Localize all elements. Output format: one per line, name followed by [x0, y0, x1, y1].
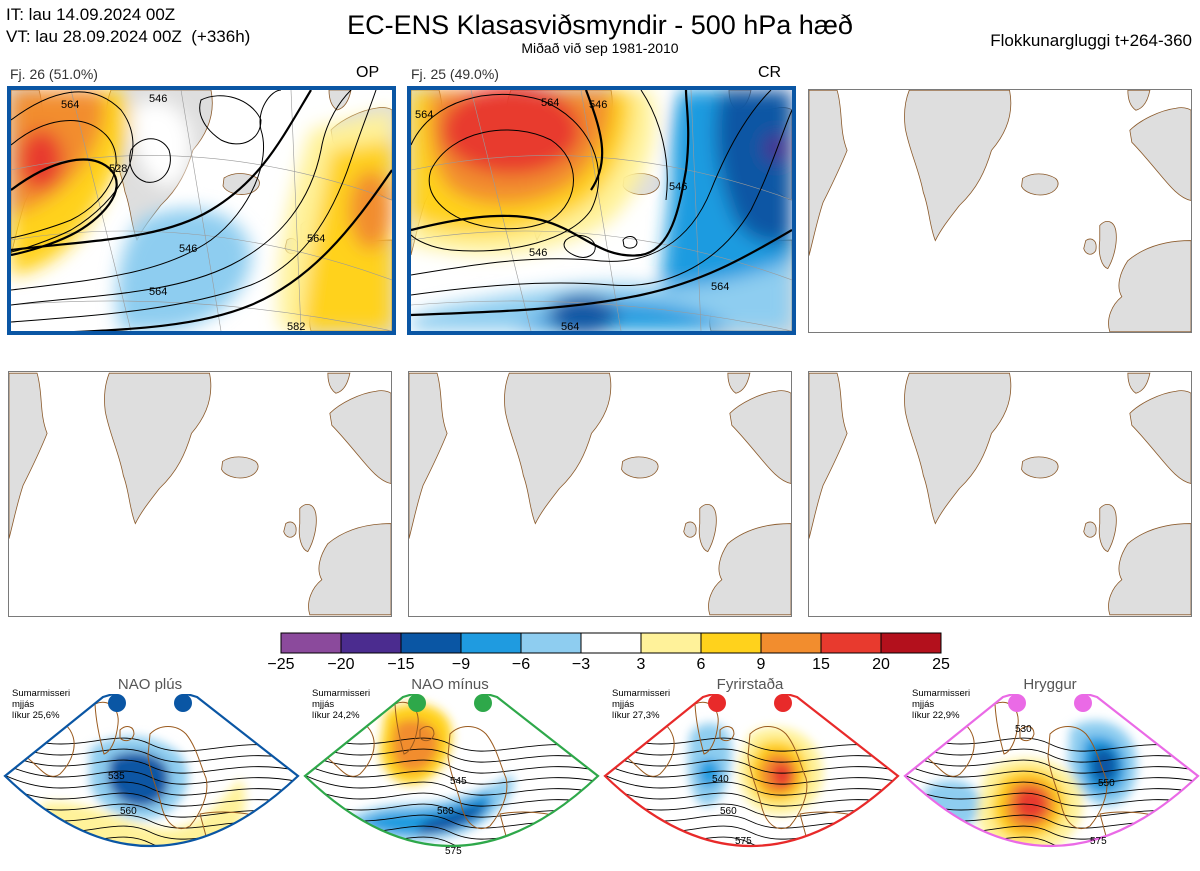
colorbar-tick-label: −3 [571, 656, 591, 673]
colorbar-bin [820, 632, 882, 654]
colorbar-tick-label: 25 [932, 656, 950, 673]
regime-probability-note: Sumarmisseri mjjás líkur 22,9% [912, 688, 971, 721]
regime-marker-dot [774, 694, 792, 712]
colorbar-bin [640, 632, 702, 654]
p1-contour-label: 564 [307, 233, 325, 245]
empty-map [9, 372, 391, 616]
colorbar-tick-label: −20 [327, 656, 355, 673]
classification-window: Flokkunargluggi t+264-360 [990, 31, 1192, 50]
colorbar-bin [340, 632, 402, 654]
regime-probability-note: Sumarmisseri mjjás líkur 27,3% [612, 688, 671, 721]
colorbar-tick-label: −9 [451, 656, 471, 673]
regime-contour-label: 575 [735, 836, 752, 847]
regime-marker-dot [108, 694, 126, 712]
colorbar-tick-label: 3 [636, 656, 646, 673]
p2-contour-label: 546 [589, 99, 607, 111]
colorbar-bin [700, 632, 762, 654]
regime-marker-dot [1008, 694, 1026, 712]
empty-map [409, 372, 791, 616]
empty-map [809, 90, 1191, 332]
cluster-1-tag: OP [356, 64, 380, 81]
colorbar [280, 632, 942, 654]
cluster-map-2[interactable]: 564 564 546 546 546 564 564 [407, 86, 796, 335]
regime-border [603, 694, 900, 848]
cluster-1-anomaly-map: 564 546 528 546 564 564 582 [11, 90, 392, 331]
colorbar-bin [760, 632, 822, 654]
p1-contour-label: 528 [109, 163, 127, 175]
cluster-2-tag: CR [758, 64, 782, 81]
p1-contour-label: 564 [149, 286, 167, 298]
regime-marker-dot [408, 694, 426, 712]
regime-contour-label: 530 [1015, 724, 1032, 735]
regime-contour-label: 550 [1098, 778, 1115, 789]
colorbar-bin [280, 632, 342, 654]
colorbar-bin [400, 632, 462, 654]
regime-contour-label: 560 [437, 806, 454, 817]
regime-border [303, 694, 600, 848]
regime-contour-label: 535 [108, 771, 125, 782]
regime-border [3, 694, 300, 848]
p2-contour-label: 546 [669, 181, 687, 193]
cluster-2-anomaly-map: 564 564 546 546 546 564 564 [411, 90, 792, 331]
regime-marker-dot [1074, 694, 1092, 712]
regime-title: NAO plús [117, 676, 183, 693]
regime-title: NAO mínus [411, 676, 489, 693]
regime-contour-label: 545 [450, 776, 467, 787]
colorbar-tick-label: −6 [511, 656, 531, 673]
p2-contour-label: 564 [415, 109, 433, 121]
empty-map [809, 372, 1191, 616]
regime-marker-dot [708, 694, 726, 712]
colorbar-tick-label: 20 [872, 656, 890, 673]
p2-contour-label: 564 [541, 97, 559, 109]
regime-map: 540 560 575 [603, 694, 900, 848]
cluster-map-5[interactable] [408, 371, 792, 617]
regime-map: 530 550 575 [903, 694, 1200, 848]
regime-contour-label: 575 [445, 846, 462, 857]
regime-contour-label: 560 [120, 806, 137, 817]
colorbar-tick-label: −15 [387, 656, 415, 673]
p1-contour-label: 546 [149, 93, 167, 105]
cluster-1-count: Fj. 26 (51.0%) [10, 66, 98, 82]
colorbar-bin [520, 632, 582, 654]
regime-border [903, 694, 1200, 848]
cluster-map-1[interactable]: 564 546 528 546 564 564 582 [7, 86, 396, 335]
regime-map: 535 560 [3, 694, 300, 848]
regime-contour-label: 560 [720, 806, 737, 817]
regime-contour-label: 575 [1090, 836, 1107, 847]
regime-contour-label: 540 [712, 774, 729, 785]
regime-marker-dot [174, 694, 192, 712]
p1-contour-label: 564 [61, 99, 79, 111]
p1-contour-label: 546 [179, 243, 197, 255]
init-time: IT: lau 14.09.2024 00Z [6, 5, 176, 24]
page-title: EC-ENS Klasasviðsmyndir - 500 hPa hæð [347, 10, 853, 40]
p2-contour-label: 564 [561, 321, 579, 331]
regime-title: Hryggur [1023, 676, 1077, 693]
colorbar-tick-label: −25 [267, 656, 295, 673]
colorbar-tick-label: 15 [812, 656, 830, 673]
valid-time: VT: lau 28.09.2024 00Z (+336h) [6, 27, 251, 46]
cluster-2-count: Fj. 25 (49.0%) [411, 66, 499, 82]
page-subtitle: Miðað við sep 1981-2010 [521, 40, 679, 56]
p1-contour-label: 582 [287, 321, 305, 331]
colorbar-bin [880, 632, 942, 654]
regime-marker-dot [474, 694, 492, 712]
regime-probability-note: Sumarmisseri mjjás líkur 24,2% [312, 688, 371, 721]
cluster-map-4[interactable] [8, 371, 392, 617]
colorbar-tick-label: 9 [756, 656, 766, 673]
colorbar-bin [460, 632, 522, 654]
cluster-map-6[interactable] [808, 371, 1192, 617]
regime-title: Fyrirstaða [716, 676, 784, 693]
cluster-map-3[interactable] [808, 89, 1192, 333]
regime-probability-note: Sumarmisseri mjjás líkur 25,6% [12, 688, 71, 721]
colorbar-tick-label: 6 [696, 656, 706, 673]
colorbar-bin [580, 632, 642, 654]
p2-contour-label: 564 [711, 281, 729, 293]
p2-contour-label: 546 [529, 247, 547, 259]
regime-map: 545 560 575 [303, 694, 600, 857]
